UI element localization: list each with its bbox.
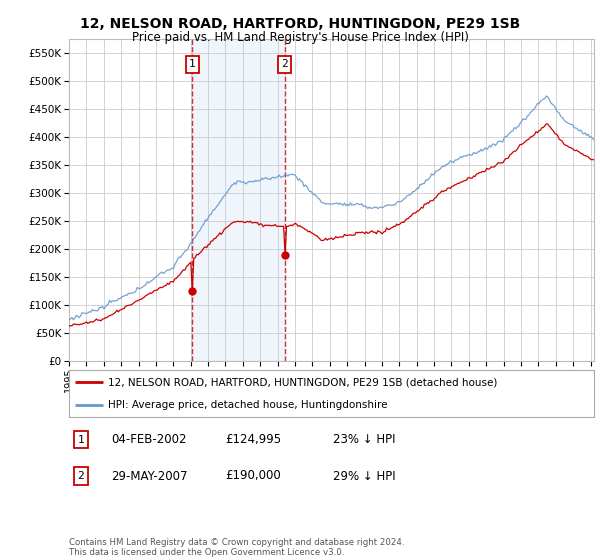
Text: 1: 1	[189, 59, 196, 69]
Text: £124,995: £124,995	[225, 433, 281, 446]
Bar	[192, 39, 285, 361]
Text: 1: 1	[77, 435, 85, 445]
Text: 29-MAY-2007: 29-MAY-2007	[111, 469, 187, 483]
Text: 04-FEB-2002: 04-FEB-2002	[111, 433, 187, 446]
Text: Price paid vs. HM Land Registry's House Price Index (HPI): Price paid vs. HM Land Registry's House …	[131, 31, 469, 44]
Text: HPI: Average price, detached house, Huntingdonshire: HPI: Average price, detached house, Hunt…	[109, 400, 388, 410]
Text: 23% ↓ HPI: 23% ↓ HPI	[333, 433, 395, 446]
Text: 2: 2	[77, 471, 85, 481]
Text: 2: 2	[281, 59, 288, 69]
Text: £190,000: £190,000	[225, 469, 281, 483]
Text: Contains HM Land Registry data © Crown copyright and database right 2024.
This d: Contains HM Land Registry data © Crown c…	[69, 538, 404, 557]
Text: 29% ↓ HPI: 29% ↓ HPI	[333, 469, 395, 483]
Text: 12, NELSON ROAD, HARTFORD, HUNTINGDON, PE29 1SB (detached house): 12, NELSON ROAD, HARTFORD, HUNTINGDON, P…	[109, 377, 498, 388]
Text: 12, NELSON ROAD, HARTFORD, HUNTINGDON, PE29 1SB: 12, NELSON ROAD, HARTFORD, HUNTINGDON, P…	[80, 17, 520, 31]
